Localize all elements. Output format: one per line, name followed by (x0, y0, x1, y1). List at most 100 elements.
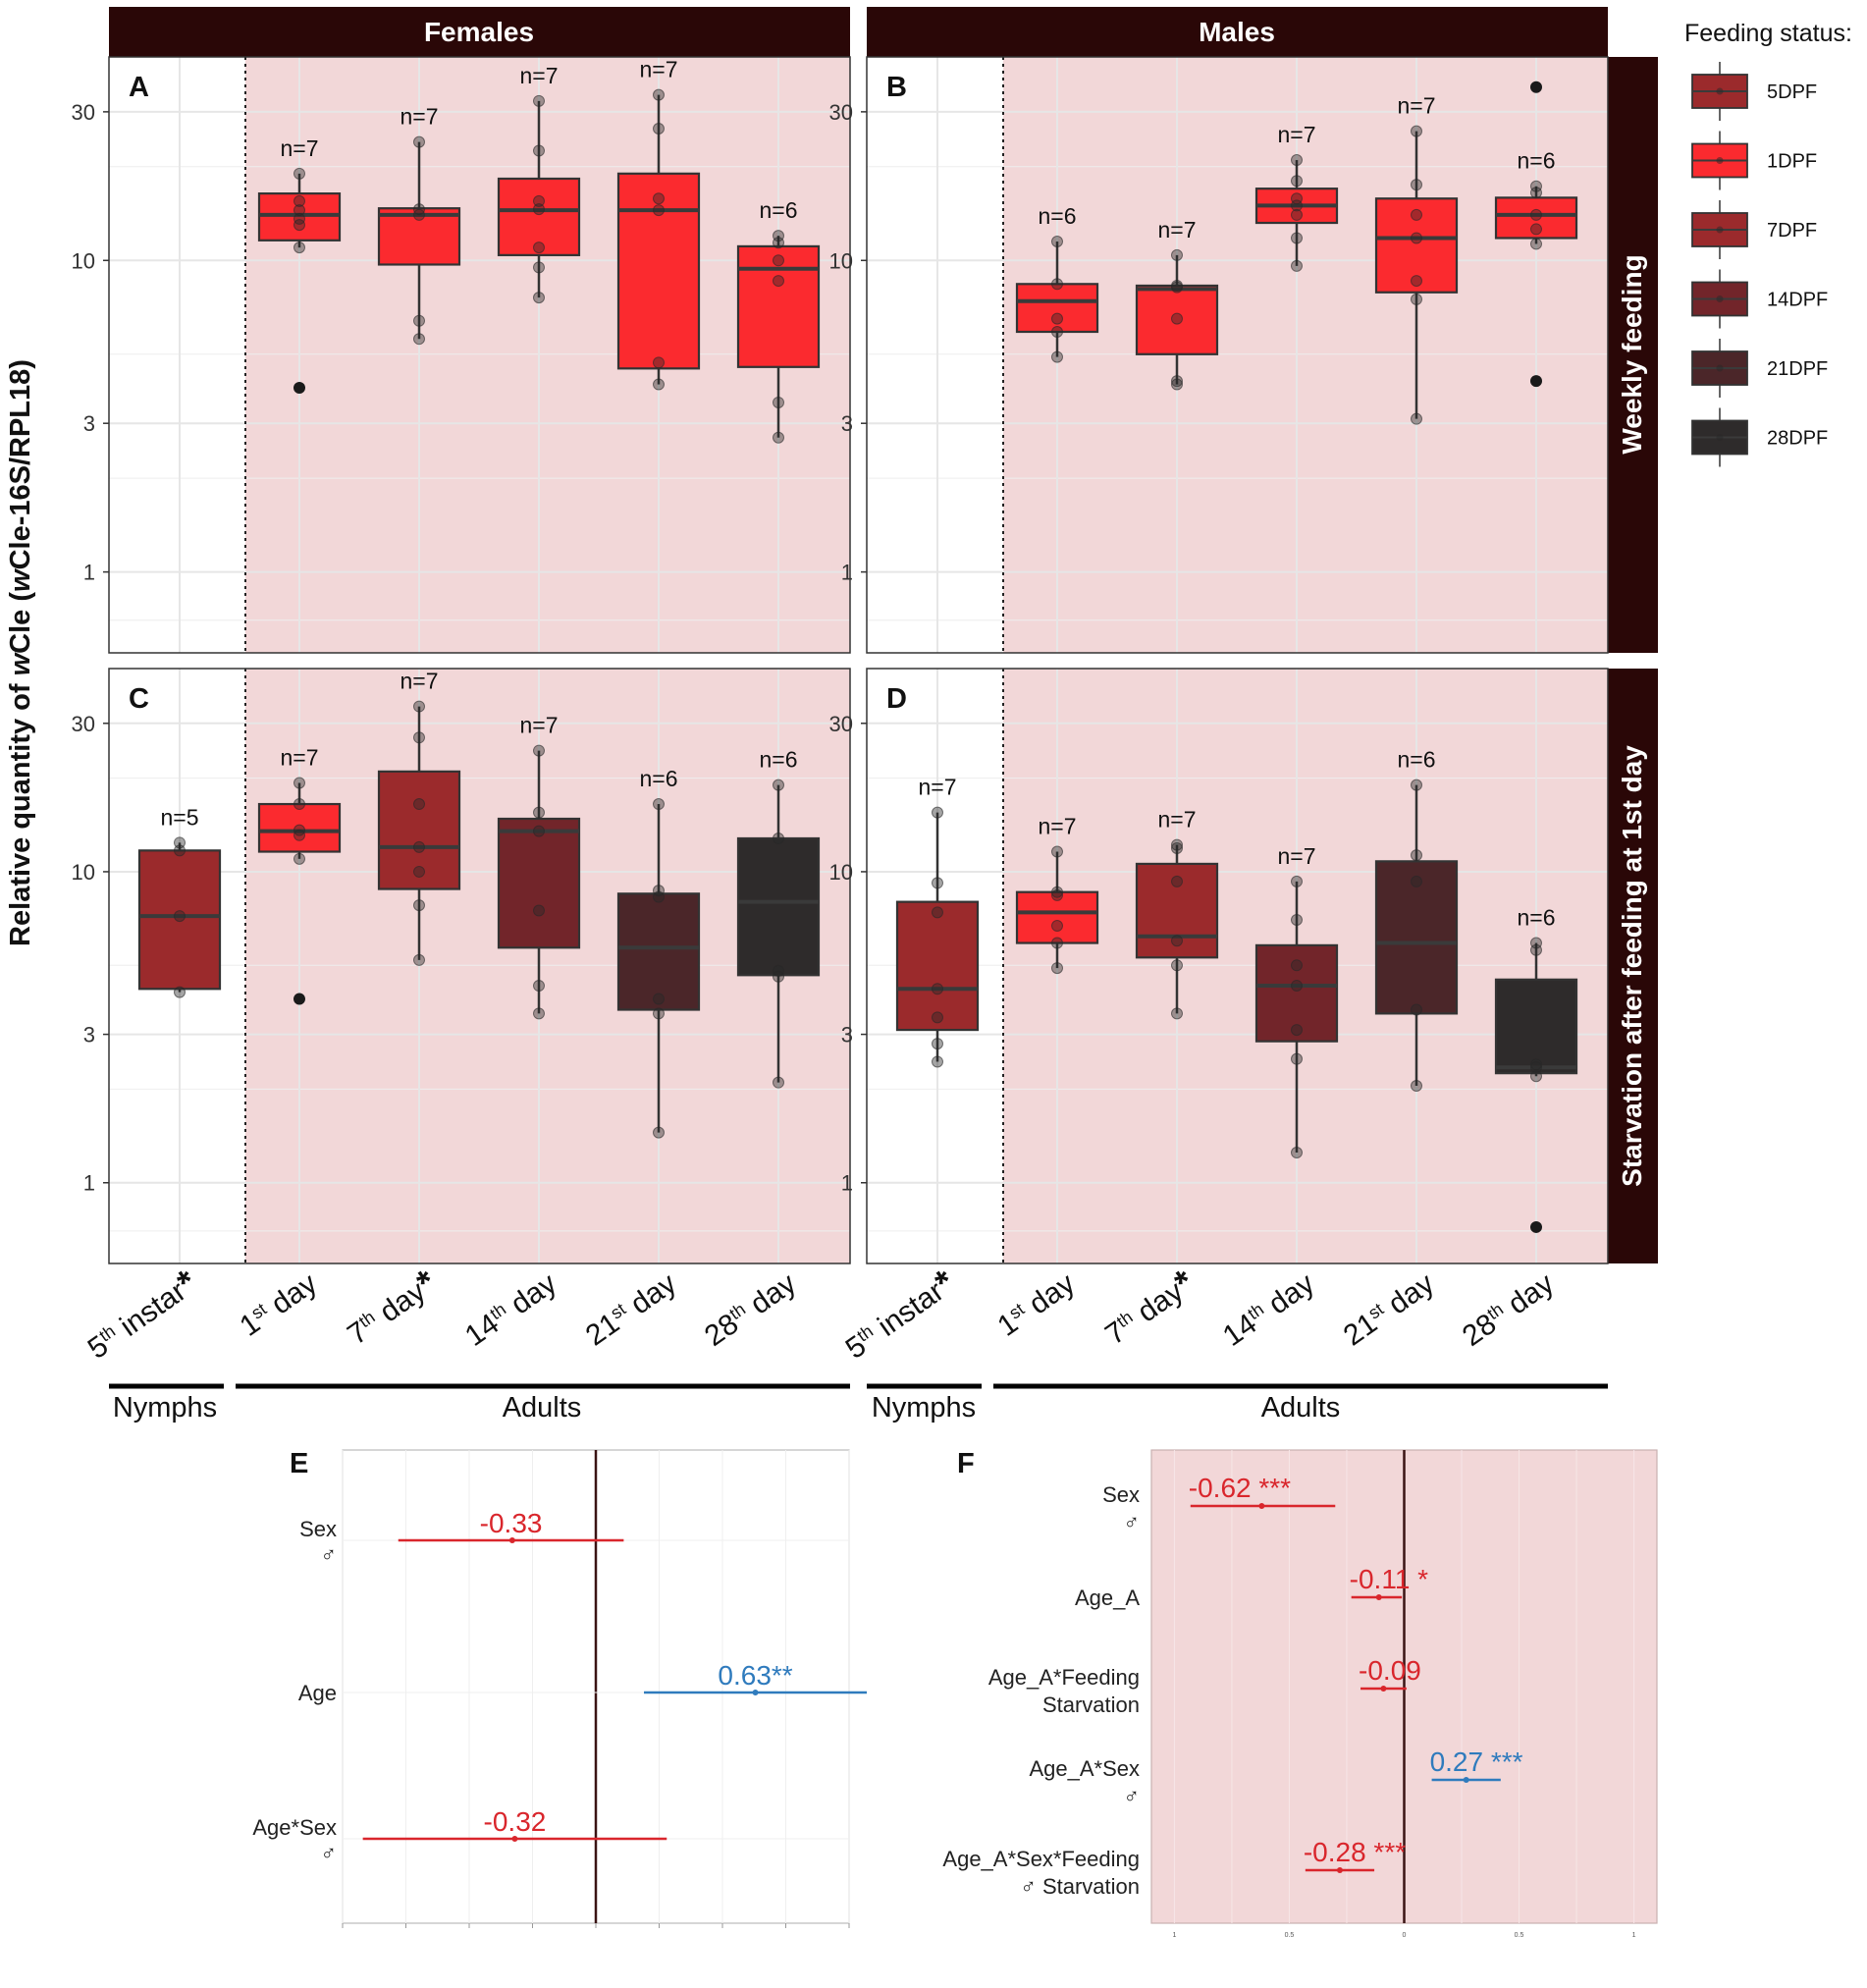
data-point (413, 731, 425, 744)
data-point (533, 94, 545, 107)
data-point (773, 779, 784, 791)
data-point (533, 261, 545, 274)
data-point (1411, 1079, 1422, 1092)
data-point (1171, 935, 1183, 947)
estimate-label: -0.62 *** (1189, 1473, 1291, 1503)
x-tick-label: 1st day (234, 1267, 323, 1343)
y-tick-label: 1 (841, 561, 853, 585)
panel-c-starvation-females: 1 3 10 30 n=5 n=7 n=7 n=7 n=6 n=6 C (72, 668, 851, 1264)
data-point (293, 798, 305, 811)
data-point (773, 964, 784, 977)
data-point (1291, 175, 1303, 188)
strip-weekly: Weekly feeding (1617, 254, 1647, 454)
data-point (773, 1076, 784, 1089)
outlier-point (1530, 375, 1542, 388)
x-tick-text: day (259, 1267, 323, 1326)
estimate-point (1258, 1503, 1265, 1509)
data-point (653, 798, 665, 811)
y-tick-label: 30 (829, 100, 853, 125)
estimate-label: 0.63** (718, 1660, 792, 1691)
data-point (1291, 1052, 1303, 1065)
estimate-label: -0.32 (484, 1806, 547, 1837)
panel-letter: C (129, 683, 149, 715)
data-point (932, 1055, 943, 1068)
data-point (653, 378, 665, 391)
term-label: Sex (1102, 1482, 1140, 1507)
panel-border (866, 56, 1609, 654)
legend-key-point (1716, 226, 1724, 234)
sample-size-label: n=7 (280, 744, 318, 770)
box (257, 192, 342, 242)
estimate-label: -0.11 * (1350, 1564, 1429, 1594)
data-point (1411, 125, 1422, 137)
adults-label-right: Adults (1261, 1392, 1341, 1424)
data-point (1051, 886, 1063, 898)
data-point (1411, 849, 1422, 862)
box (1254, 943, 1339, 1043)
strip-starvation-bg (1608, 669, 1658, 1263)
legend-item-label: 21DPF (1767, 358, 1828, 380)
data-point (653, 885, 665, 897)
sample-size-label: n=7 (1277, 843, 1315, 869)
x-tick-label: 28th day (1457, 1267, 1560, 1353)
estimate-point (508, 1537, 515, 1543)
legend-item-label: 5DPF (1767, 81, 1817, 103)
outlier-point (1530, 1220, 1542, 1233)
x-tick-label: 21st day (1338, 1267, 1440, 1353)
sample-size-label: n=6 (1397, 747, 1435, 773)
term-label: Age_A*Sex*Feeding (942, 1847, 1140, 1871)
sample-size-label: n=7 (1157, 807, 1196, 833)
data-point (932, 806, 943, 819)
sample-size-label: n=7 (918, 775, 956, 800)
data-point (413, 865, 425, 878)
data-point (293, 167, 305, 180)
data-point (1291, 232, 1303, 244)
term-label: Age_A*Sex (1029, 1756, 1140, 1781)
y-tick-label: 1 (841, 1171, 853, 1196)
sample-size-label: n=7 (400, 669, 438, 694)
data-point (413, 314, 425, 327)
estimate-label: 0.27 *** (1430, 1746, 1523, 1777)
panel-border (866, 668, 1609, 1264)
data-point (533, 194, 545, 207)
sample-size-label: n=6 (639, 766, 677, 791)
data-point (1411, 293, 1422, 305)
data-point (653, 88, 665, 101)
legend-item-label: 14DPF (1767, 290, 1828, 311)
data-point (293, 204, 305, 217)
data-point (413, 953, 425, 966)
legend-key-point (1716, 364, 1724, 372)
box (616, 892, 701, 1011)
data-point (1291, 154, 1303, 167)
sample-size-label: n=6 (759, 197, 797, 223)
panel-letter: E (290, 1448, 308, 1479)
y-tick-label: 3 (83, 1023, 95, 1048)
data-point (773, 431, 784, 444)
data-point (1051, 845, 1063, 858)
sample-size-label: n=7 (400, 104, 438, 130)
data-point (1051, 920, 1063, 933)
data-point (1411, 779, 1422, 791)
estimate-point (752, 1690, 759, 1695)
data-point (413, 135, 425, 148)
sample-size-label: n=7 (519, 713, 558, 738)
data-point (1051, 962, 1063, 975)
panel-letter: F (957, 1448, 975, 1479)
legend-item-label: 7DPF (1767, 220, 1817, 242)
legend-item-label: 28DPF (1767, 428, 1828, 450)
data-point (1051, 350, 1063, 363)
data-point (1171, 312, 1183, 325)
x-tick-label: 7th day* (338, 1262, 443, 1352)
estimate-label: -0.09 (1359, 1655, 1421, 1686)
term-label: Age (298, 1681, 337, 1705)
data-point (293, 852, 305, 865)
x-tick-label: 5th instar* (836, 1262, 962, 1367)
panel-letter: B (886, 72, 907, 103)
data-point (293, 219, 305, 232)
data-point (653, 192, 665, 205)
legend-key-point (1716, 157, 1724, 164)
y-tick-label: 3 (841, 411, 853, 436)
x-tick-label: 5th instar* (79, 1262, 204, 1367)
